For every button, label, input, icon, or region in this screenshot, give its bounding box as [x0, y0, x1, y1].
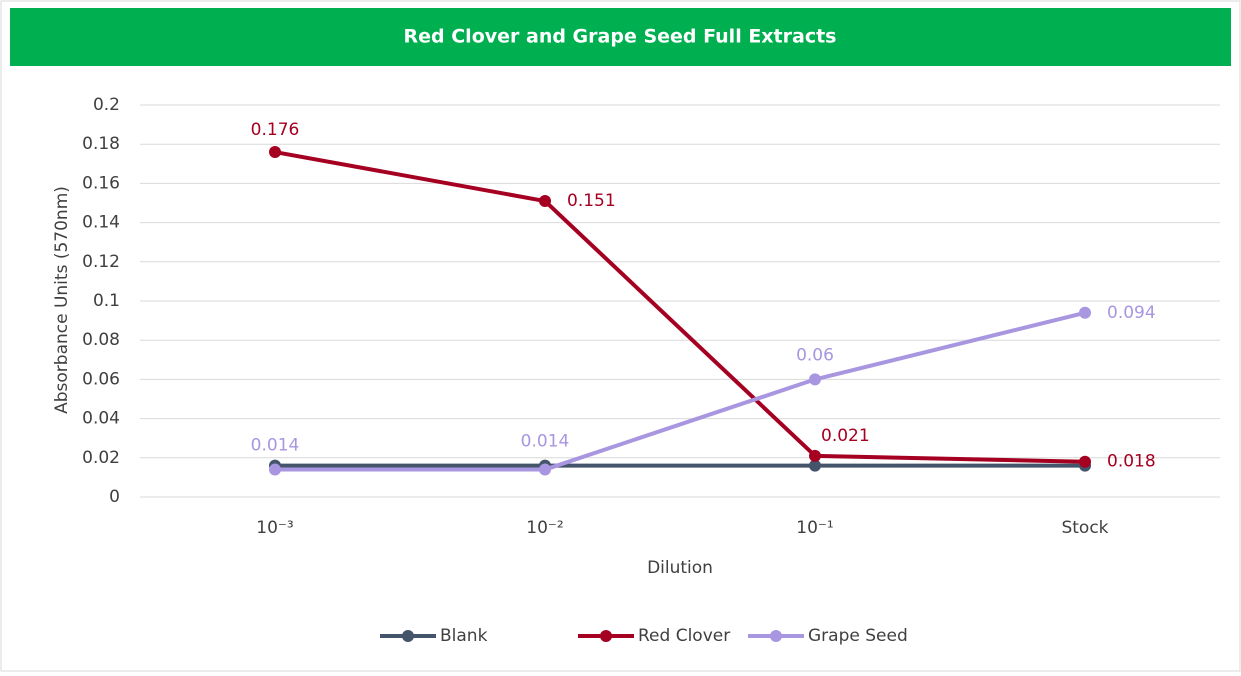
data-label: 0.014 — [251, 436, 300, 456]
series-line — [274, 150, 1086, 464]
x-tick-label: 10⁻³ — [256, 518, 293, 538]
data-label: 0.094 — [1107, 303, 1156, 323]
y-tick-label: 0.02 — [82, 448, 120, 468]
data-label: 0.06 — [796, 345, 834, 365]
title-bar — [10, 8, 1231, 66]
legend-marker — [402, 630, 414, 642]
data-point — [1079, 455, 1091, 468]
legend-label: Grape Seed — [808, 626, 908, 646]
y-axis-title: Absorbance Units (570nm) — [52, 186, 72, 414]
y-tick-label: 0.04 — [82, 409, 120, 429]
data-label: 0.151 — [567, 191, 616, 211]
chart-title: Red Clover and Grape Seed Full Extracts — [404, 26, 837, 48]
data-point — [809, 449, 821, 462]
data-point — [1079, 306, 1091, 319]
y-tick-label: 0.16 — [82, 173, 120, 193]
data-label: 0.176 — [251, 120, 300, 140]
y-tick-label: 0.18 — [82, 134, 120, 154]
data-point — [809, 373, 821, 386]
y-tick-label: 0.14 — [82, 213, 120, 233]
x-tick-label: 10⁻¹ — [796, 518, 833, 538]
data-point — [269, 463, 281, 476]
x-tick-label: 10⁻² — [526, 518, 563, 538]
y-tick-label: 0.2 — [93, 95, 120, 115]
x-tick-label: Stock — [1061, 518, 1108, 538]
data-point — [539, 195, 551, 208]
data-point — [809, 459, 821, 472]
legend-label: Blank — [440, 626, 488, 646]
data-label: 0.014 — [521, 432, 570, 452]
series-line — [275, 310, 1086, 472]
data-label: 0.021 — [821, 426, 870, 446]
y-tick-label: 0.06 — [82, 369, 120, 389]
data-label: 0.018 — [1107, 452, 1156, 472]
data-point — [539, 463, 551, 476]
y-tick-label: 0.12 — [82, 252, 120, 272]
y-tick-label: 0 — [109, 487, 120, 507]
legend-marker — [600, 630, 612, 642]
y-tick-label: 0.1 — [93, 291, 120, 311]
y-tick-label: 0.08 — [82, 330, 120, 350]
x-axis-title: Dilution — [647, 558, 713, 578]
legend-label: Red Clover — [638, 626, 730, 646]
legend-marker — [770, 630, 782, 642]
data-point — [269, 146, 281, 159]
